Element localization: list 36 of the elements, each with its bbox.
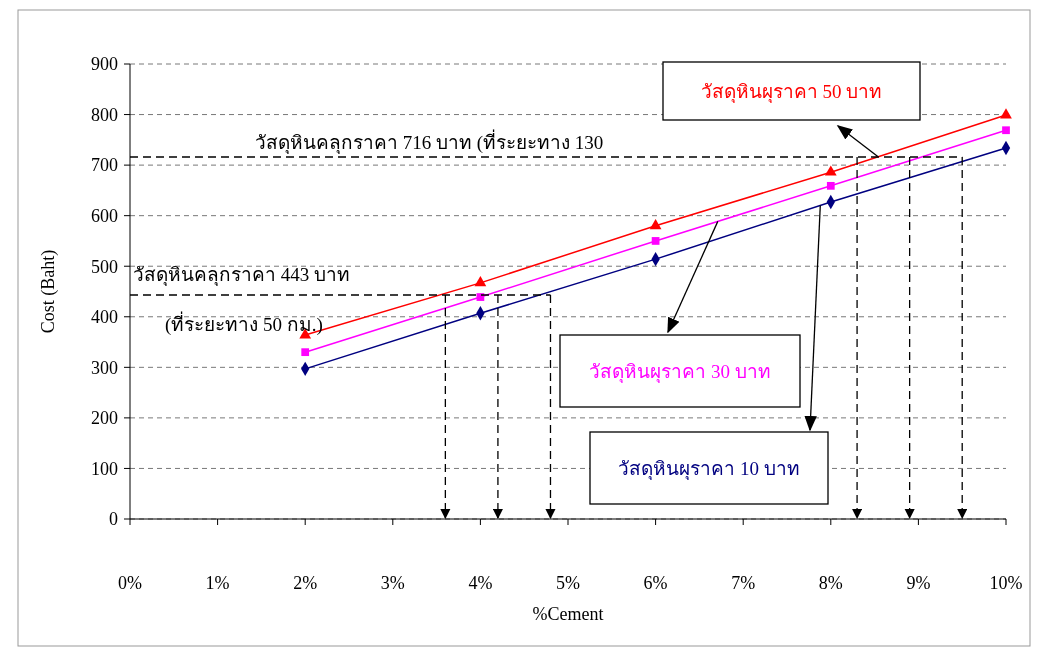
- x-tick-label: 7%: [731, 573, 756, 594]
- text: วัสดุหินผุราคา 30 บาท: [589, 360, 771, 384]
- y-tick-label: 900: [91, 54, 118, 75]
- point: [474, 276, 487, 287]
- y-tick-label: 200: [91, 408, 118, 429]
- point: [824, 165, 837, 176]
- x-tick-label: 9%: [906, 573, 931, 594]
- y-tick-label: 700: [91, 155, 118, 176]
- y-axis-title: Cost (Baht): [38, 249, 60, 334]
- y-tick-label: 0: [109, 509, 118, 530]
- point: [649, 218, 662, 230]
- x-tick-label: 1%: [205, 573, 230, 594]
- point: [301, 348, 310, 357]
- text: วัสดุหินผุราคา 10 บาท: [618, 457, 800, 481]
- point: [1002, 126, 1010, 135]
- y-tick-label: 500: [91, 256, 118, 277]
- point: [651, 237, 660, 245]
- x-tick-label: 0%: [118, 573, 142, 594]
- y-tick-label: 400: [91, 307, 118, 328]
- y-tick-label: 800: [91, 104, 118, 125]
- x-tick-label: 8%: [818, 573, 843, 594]
- y-tick-label: 600: [91, 205, 118, 226]
- x-tick-label: 6%: [643, 573, 668, 594]
- y-tick-label: 300: [91, 357, 118, 378]
- text: วัสดุหินคลุกราคา 443 บาท (ที่ระยะทาง 50 กม.): [133, 264, 350, 336]
- x-tick-label: 10%: [989, 573, 1023, 594]
- point: [1000, 108, 1012, 119]
- y-tick-label: 100: [91, 458, 118, 479]
- point: [826, 181, 835, 190]
- x-axis-title: %Cement: [532, 604, 604, 625]
- ref-line-label: วัสดุหินคลุกราคา 716 บาท (ที่ระยะทาง 130: [255, 129, 604, 156]
- x-tick-label: 2%: [293, 573, 318, 594]
- x-tick-label: 3%: [380, 573, 405, 594]
- text: วัสดุหินผุราคา 50 บาท: [700, 80, 883, 104]
- x-tick-label: 4%: [468, 573, 493, 594]
- x-tick-label: 5%: [556, 573, 580, 594]
